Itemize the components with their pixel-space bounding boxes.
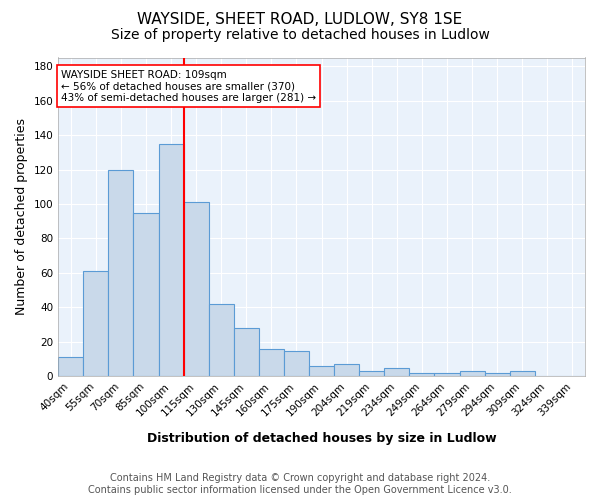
Bar	[309, 366, 334, 376]
Bar	[460, 371, 485, 376]
Bar	[184, 202, 209, 376]
Bar	[209, 304, 234, 376]
Bar	[58, 358, 83, 376]
Bar	[234, 328, 259, 376]
Bar	[284, 350, 309, 376]
Text: WAYSIDE SHEET ROAD: 109sqm
← 56% of detached houses are smaller (370)
43% of sem: WAYSIDE SHEET ROAD: 109sqm ← 56% of deta…	[61, 70, 316, 103]
Bar	[385, 368, 409, 376]
Bar	[83, 271, 109, 376]
Bar	[485, 373, 510, 376]
Text: WAYSIDE, SHEET ROAD, LUDLOW, SY8 1SE: WAYSIDE, SHEET ROAD, LUDLOW, SY8 1SE	[137, 12, 463, 28]
X-axis label: Distribution of detached houses by size in Ludlow: Distribution of detached houses by size …	[147, 432, 496, 445]
Bar	[434, 373, 460, 376]
Bar	[510, 371, 535, 376]
Y-axis label: Number of detached properties: Number of detached properties	[15, 118, 28, 316]
Bar	[334, 364, 359, 376]
Text: Contains HM Land Registry data © Crown copyright and database right 2024.
Contai: Contains HM Land Registry data © Crown c…	[88, 474, 512, 495]
Bar	[409, 373, 434, 376]
Bar	[158, 144, 184, 376]
Bar	[359, 371, 385, 376]
Bar	[133, 212, 158, 376]
Bar	[109, 170, 133, 376]
Bar	[259, 349, 284, 376]
Text: Size of property relative to detached houses in Ludlow: Size of property relative to detached ho…	[110, 28, 490, 42]
